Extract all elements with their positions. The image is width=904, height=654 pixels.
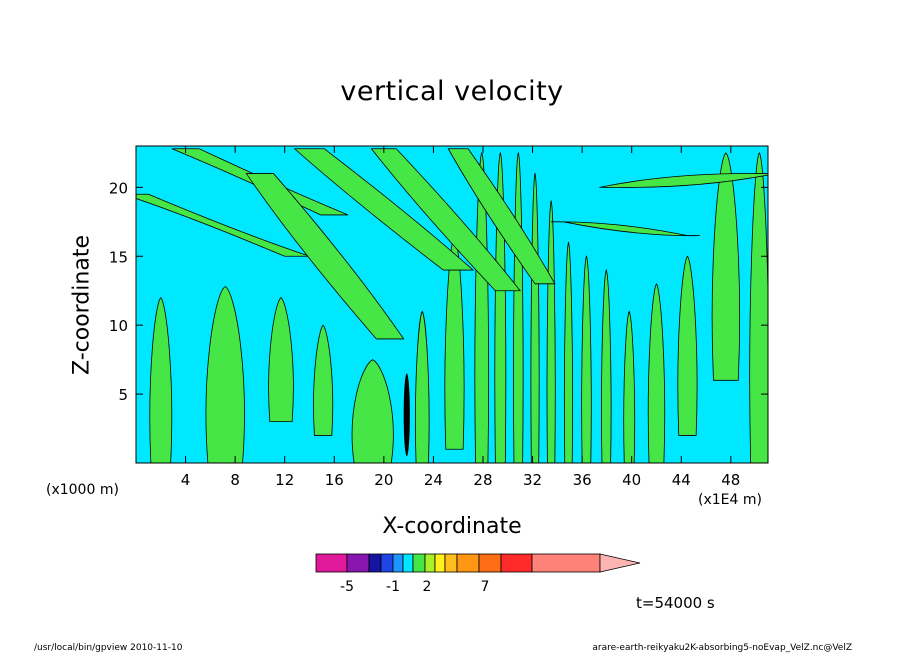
x-tick-label: 16 bbox=[325, 471, 344, 489]
colorbar-swatch bbox=[368, 553, 382, 573]
colorbar-swatch bbox=[402, 553, 414, 573]
updraft-region bbox=[647, 283, 666, 463]
x-tick-label: 44 bbox=[672, 471, 691, 489]
colorbar-swatch bbox=[392, 553, 404, 573]
updraft-region bbox=[245, 173, 405, 340]
colorbar-swatch bbox=[346, 553, 370, 573]
updraft-region bbox=[601, 269, 612, 463]
colorbar-swatch bbox=[478, 553, 502, 573]
updraft-region bbox=[623, 310, 636, 463]
x-tick-label: 40 bbox=[622, 471, 641, 489]
colorbar-label: -5 bbox=[340, 579, 354, 595]
x-axis-unit: (x1000 m) bbox=[46, 482, 119, 498]
updraft-region bbox=[351, 359, 394, 463]
footer-right: arare-earth-reikyaku2K-absorbing5-noEvap… bbox=[592, 643, 852, 653]
updraft-region bbox=[546, 199, 556, 463]
chart-title: vertical velocity bbox=[340, 76, 564, 107]
updraft-region bbox=[711, 152, 740, 381]
colorbar-swatch bbox=[456, 553, 480, 573]
x-axis-label: X-coordinate bbox=[382, 514, 522, 539]
x-tick-label: 48 bbox=[721, 471, 740, 489]
x-tick-label: 28 bbox=[473, 471, 492, 489]
updraft-region bbox=[149, 297, 173, 463]
x-tick-label: 8 bbox=[230, 471, 240, 489]
y-axis-label: Z-coordinate bbox=[69, 235, 95, 375]
footer-left: /usr/local/bin/gpview 2010-11-10 bbox=[34, 643, 183, 653]
colorbar-swatch bbox=[434, 553, 446, 573]
y-tick-label: 15 bbox=[109, 248, 128, 266]
updraft-region bbox=[677, 255, 698, 436]
updraft-region bbox=[370, 148, 521, 292]
x-tick-label: 4 bbox=[181, 471, 191, 489]
updraft-region bbox=[599, 173, 768, 188]
plot-frame bbox=[135, 145, 769, 464]
updraft-region bbox=[474, 152, 489, 463]
colorbar-swatch bbox=[380, 553, 394, 573]
colorbar-arrow bbox=[599, 553, 641, 573]
colorbar-swatch bbox=[424, 553, 436, 573]
y-tick-label: 10 bbox=[109, 317, 128, 335]
x-axis-unit-secondary: (x1E4 m) bbox=[698, 492, 762, 508]
colorbar-swatch bbox=[315, 553, 348, 573]
colorbar-label: -1 bbox=[386, 579, 400, 595]
updraft-region bbox=[268, 297, 294, 423]
x-axis: 4 8 12 16 20 24 28 32 36 40 44 48 bbox=[181, 146, 740, 489]
strong-downdraft-core bbox=[403, 373, 410, 457]
colorbar-swatch bbox=[444, 553, 458, 573]
updraft-region bbox=[293, 148, 475, 271]
updraft-region bbox=[313, 324, 334, 436]
updraft-region bbox=[551, 221, 700, 237]
timestamp-label: t=54000 s bbox=[636, 594, 715, 612]
colorbar-swatch bbox=[500, 553, 533, 573]
updraft-region bbox=[447, 148, 556, 285]
x-tick-label: 36 bbox=[573, 471, 592, 489]
x-tick-label: 24 bbox=[424, 471, 443, 489]
colorbar: -5 -1 2 7 bbox=[315, 553, 641, 595]
colorbar-label: 7 bbox=[481, 579, 490, 595]
updraft-region bbox=[563, 241, 574, 463]
y-axis: 5 10 15 20 bbox=[109, 179, 768, 404]
updraft-region bbox=[205, 286, 245, 463]
updraft-region bbox=[749, 152, 768, 463]
updraft-region bbox=[581, 255, 592, 463]
velocity-field bbox=[136, 148, 768, 463]
x-tick-label: 20 bbox=[374, 471, 393, 489]
y-tick-label: 5 bbox=[118, 386, 128, 404]
x-tick-label: 32 bbox=[523, 471, 542, 489]
colorbar-swatch bbox=[531, 553, 601, 573]
updraft-region bbox=[415, 310, 430, 463]
x-tick-label: 12 bbox=[275, 471, 294, 489]
colorbar-label: 2 bbox=[423, 579, 432, 595]
colorbar-swatch bbox=[412, 553, 426, 573]
y-tick-label: 20 bbox=[109, 179, 128, 197]
